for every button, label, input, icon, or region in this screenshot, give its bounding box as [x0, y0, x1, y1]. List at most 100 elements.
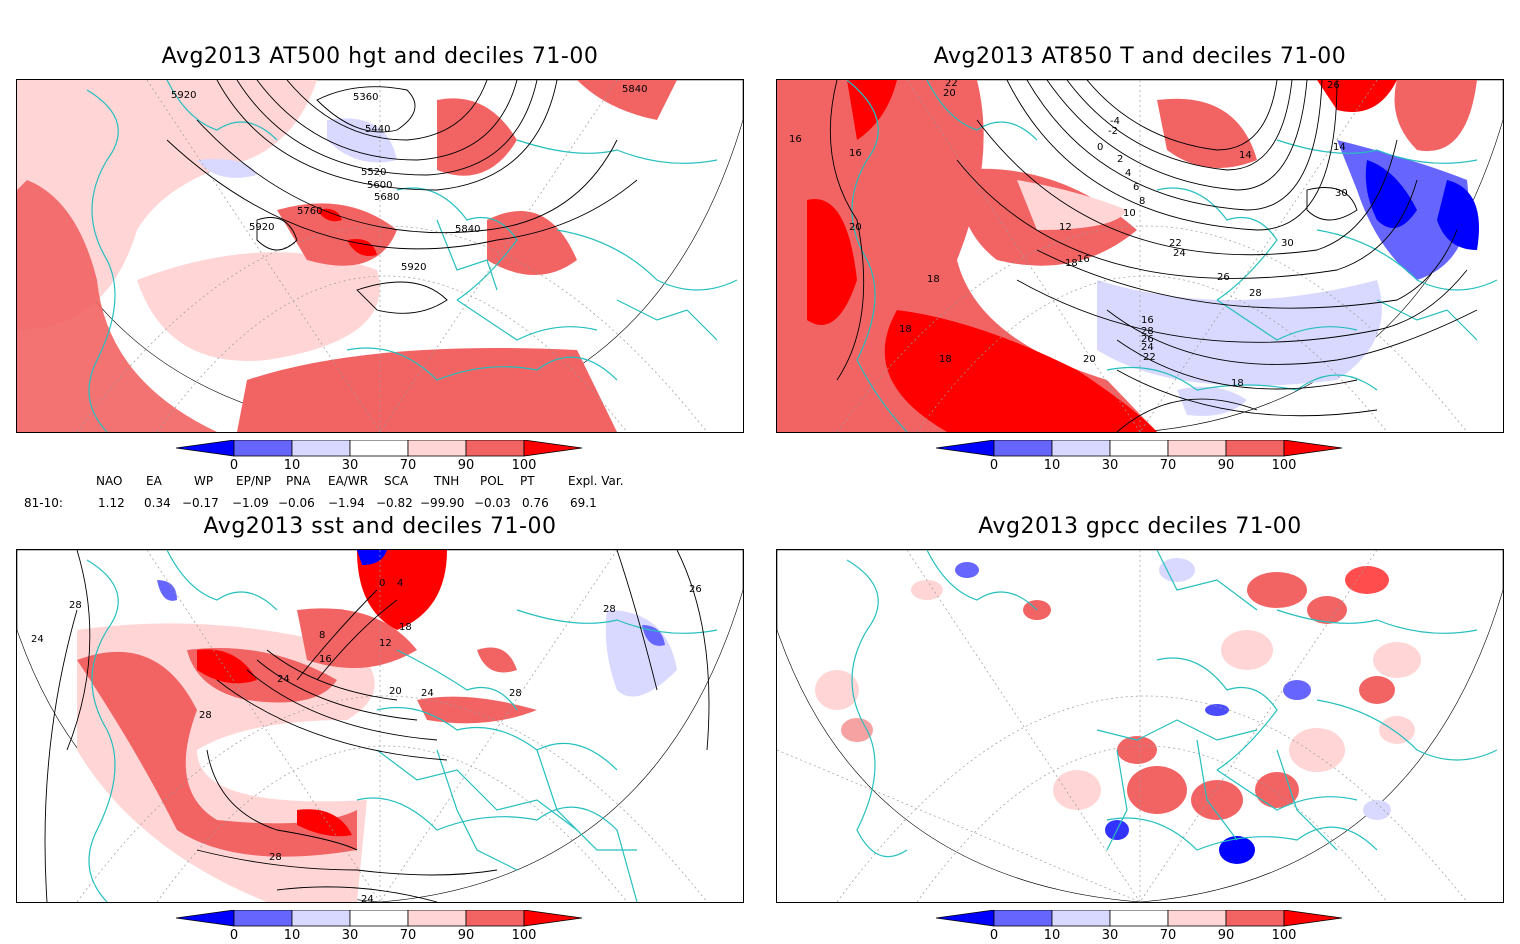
index-header-tnh: TNH: [434, 474, 460, 488]
index-header-epnp: EP/NP: [236, 474, 272, 488]
sst-contour-label: 12: [379, 638, 392, 649]
index-value-eawr: −1.94: [328, 496, 365, 510]
sst-mid-red-black: [477, 647, 517, 673]
sst-contour-label: 28: [69, 600, 82, 611]
colorbar-arrow-low: [936, 910, 995, 927]
colorbar-arrow-low: [176, 440, 235, 457]
index-value-pna: −0.06: [278, 496, 315, 510]
gpcc-anomaly-patches: [815, 558, 1421, 864]
t850-contour-label: 28: [1249, 288, 1262, 299]
colorbar-segment: [291, 440, 351, 457]
colorbar-tick-label: 0: [989, 928, 999, 943]
hgt-contour-label: 5840: [455, 224, 480, 235]
hgt-light-blue-north: [327, 118, 397, 163]
colorbar-segment: [1167, 440, 1227, 457]
colorbar-arrow-high: [1283, 910, 1343, 927]
colorbar-segment: [349, 440, 409, 457]
t850-contour-label: 14: [1239, 150, 1252, 161]
sst-contour-label: 8: [319, 630, 325, 641]
colorbar-segment: [349, 910, 409, 927]
panel-title-sst: Avg2013 sst and deciles 71-00: [203, 514, 557, 539]
hgt-red-core-2: [347, 239, 377, 256]
index-header-sca: SCA: [384, 474, 409, 488]
sst-red-core-1: [197, 649, 257, 684]
t850-contour-label: 16: [789, 134, 802, 145]
sst-mid-red-nsea: [297, 608, 417, 668]
colorbar-segment: [993, 910, 1053, 927]
colorbar-arrow-low: [936, 440, 995, 457]
panel-title-hgt500: Avg2013 AT500 hgt and deciles 71-00: [161, 44, 599, 69]
index-value-pol: −0.03: [474, 496, 511, 510]
sst-contour-label: 24: [361, 894, 374, 902]
t850-contour-label: 16: [849, 148, 862, 159]
hgt-contour-label: 5840: [622, 84, 647, 95]
t850-contour-label: 26: [1217, 272, 1230, 283]
index-value-tnh: −99.90: [420, 496, 465, 510]
index-header-pt: PT: [520, 474, 535, 488]
colorbar-segment: [291, 910, 351, 927]
sst-contour-label: 28: [269, 852, 282, 863]
t850-deep-blue-east2: [1437, 180, 1479, 250]
colorbar-tick-label: 70: [399, 458, 417, 473]
sst-contour-label: 28: [603, 604, 616, 615]
colorbar-segment: [465, 910, 525, 927]
map-hgt500: 5920 5360 5440 5840 5520 5600 5680 5760 …: [16, 79, 744, 433]
t850-contour-label: 26: [1141, 334, 1154, 345]
t850-red-core-nw: [847, 80, 897, 140]
colorbar-segment: [1109, 910, 1169, 927]
sst-contour-label: 16: [319, 654, 332, 665]
sst-mid-blue-east: [642, 625, 665, 646]
hgt-contour-label: 5520: [361, 167, 386, 178]
t850-mid-red-west: [777, 80, 1157, 432]
t850-contour-label: 12: [1059, 222, 1072, 233]
colorbar-svg: [936, 440, 1343, 457]
t850-contour-label: 16: [1077, 254, 1090, 265]
sst-contour-label: 28: [509, 688, 522, 699]
index-header-eawr: EA/WR: [328, 474, 369, 488]
hgt-mid-red-ne: [577, 80, 677, 120]
sst-contour-label: 20: [389, 686, 402, 697]
index-header-wp: WP: [194, 474, 214, 488]
sst-red-core-2: [297, 809, 352, 837]
hgt-mid-red-west: [17, 180, 217, 432]
t850-contour-label: 18: [899, 324, 912, 335]
colorbar-tick-label: 100: [1271, 458, 1297, 473]
colorbar-tick-label: 0: [229, 928, 239, 943]
colorbar-segment: [993, 440, 1053, 457]
index-header-explvar: Expl. Var.: [568, 474, 624, 488]
t850-contour-label: 22: [945, 80, 958, 89]
index-value-nao: 1.12: [98, 496, 125, 510]
index-value-ea: 0.34: [144, 496, 171, 510]
sst-red-north-core: [357, 550, 447, 630]
map-hgt500-svg: 5920 5360 5440 5840 5520 5600 5680 5760 …: [17, 80, 743, 432]
colorbar-segment: [233, 910, 293, 927]
index-value-sca: −0.82: [376, 496, 413, 510]
t850-contour-label: 18: [939, 354, 952, 365]
t850-contour-label: 20: [943, 88, 956, 99]
hgt-contour-label: 5760: [297, 206, 322, 217]
colorbar-tick-label: 30: [1101, 458, 1119, 473]
sst-contour-label: 4: [397, 578, 403, 589]
t850-red-core-w: [807, 199, 857, 325]
colorbar-segment: [407, 440, 467, 457]
index-value-epnp: −1.09: [232, 496, 269, 510]
colorbar-tick-label: 100: [511, 928, 537, 943]
t850-contour-label: 8: [1139, 196, 1145, 207]
hgt-contour-label: 5920: [249, 222, 274, 233]
colorbar-top-right: 0 10 30 70 90 100: [936, 440, 1346, 474]
index-value-wp: −0.17: [182, 496, 219, 510]
colorbar-tick-label: 90: [1217, 928, 1235, 943]
colorbar-segment: [1051, 910, 1111, 927]
colorbar-tick-label: 30: [341, 458, 359, 473]
hgt-contour-label: 5920: [401, 262, 426, 273]
colorbar-tick-label: 70: [1159, 928, 1177, 943]
t850-contour-label: 22: [1169, 238, 1182, 249]
colorbar-top-left: 0 10 30 70 90 100: [176, 440, 586, 474]
hgt-light-blue-west: [197, 159, 257, 178]
t850-contour-label: 14: [1333, 142, 1346, 153]
colorbar-arrow-high: [523, 910, 583, 927]
sst-contour-label: 18: [399, 622, 412, 633]
t850-contour-label: 30: [1335, 188, 1348, 199]
sst-mid-red-atlantic: [77, 651, 357, 857]
map-sst-svg: 28 24 0 4 8 12 16 20 24 28 28 26 24 28 2…: [17, 550, 743, 902]
